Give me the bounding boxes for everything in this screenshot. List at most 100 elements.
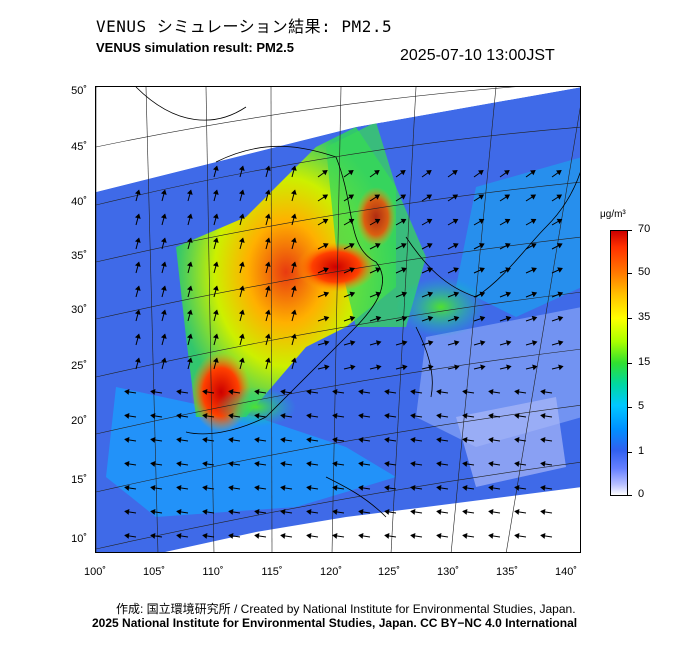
wind-arrow-head <box>202 389 208 395</box>
wind-arrow-head <box>530 194 537 200</box>
wind-arrow-head <box>556 194 563 200</box>
wind-arrow-head <box>124 413 130 419</box>
wind-arrow-head <box>290 213 297 219</box>
wind-arrow-head <box>452 218 459 225</box>
wind-arrow-head <box>384 437 390 443</box>
wind-arrow-head <box>228 485 234 491</box>
wind-arrow-head <box>401 291 408 298</box>
wind-arrow-head <box>462 413 468 419</box>
wind-arrow-head <box>358 485 364 491</box>
wind-arrow-head <box>514 389 520 395</box>
wind-arrow-head <box>349 315 356 322</box>
wind-arrow-head <box>375 315 382 322</box>
wind-arrow-head <box>358 509 364 515</box>
colorbar <box>610 230 628 496</box>
wind-arrow-head <box>436 485 442 491</box>
wind-arrow-head <box>556 218 563 225</box>
wind-arrow-head <box>186 333 193 339</box>
wind-arrow-head <box>134 357 141 363</box>
wind-arrow-head <box>290 333 297 339</box>
wind-arrow-head <box>462 461 468 467</box>
pm25-map <box>95 86 581 553</box>
wind-arrow-head <box>124 509 130 515</box>
wind-arrow-head <box>530 218 537 225</box>
wind-arrow-head <box>556 243 563 249</box>
ocean-light-band <box>456 397 566 487</box>
wind-arrow-head <box>186 237 193 243</box>
colorbar-label: 0 <box>638 488 645 500</box>
lon-label: 105˚ <box>142 566 166 578</box>
wind-arrow-head <box>176 485 182 491</box>
wind-arrow-head <box>400 218 407 225</box>
wind-arrow-head <box>488 437 494 443</box>
wind-arrow-head <box>358 533 364 539</box>
wind-arrow-head <box>228 533 234 539</box>
wind-arrow-head <box>306 461 312 467</box>
wind-arrow-head <box>212 357 219 363</box>
wind-arrow-head <box>384 509 390 515</box>
wind-arrow-head <box>212 333 219 339</box>
wind-arrow-head <box>505 291 512 298</box>
wind-arrow-head <box>410 485 416 491</box>
wind-arrow-head <box>452 194 459 200</box>
wind-arrow-head <box>427 315 434 322</box>
wind-arrow-head <box>350 364 356 371</box>
wind-arrow-head <box>212 309 219 315</box>
wind-arrow-head <box>134 261 141 267</box>
wind-arrow-head <box>514 461 520 467</box>
timestamp: 2025-07-10 13:00JST <box>400 47 555 64</box>
ocean-cyan-band <box>456 157 580 317</box>
wind-arrow-head <box>488 413 494 419</box>
wind-arrow-head <box>478 170 484 176</box>
wind-arrow-head <box>186 213 193 219</box>
wind-arrow-head <box>454 364 460 371</box>
wind-arrow-head <box>134 309 141 315</box>
lon-label: 115˚ <box>261 566 283 578</box>
wind-arrow-head <box>306 533 312 539</box>
wind-arrow-head <box>202 437 208 443</box>
wind-arrow-head <box>322 243 329 249</box>
wind-arrow-head <box>124 533 130 539</box>
wind-arrow-head <box>323 340 330 346</box>
wind-arrow-head <box>358 413 364 419</box>
wind-arrow-head <box>401 340 408 346</box>
wind-arrow-head <box>254 461 260 467</box>
wind-arrow-head <box>228 389 234 395</box>
wind-arrow-head <box>488 389 494 395</box>
wind-arrow-head <box>514 533 520 539</box>
wind-arrow-head <box>160 333 167 339</box>
page-subtitle: VENUS simulation result: PM2.5 <box>96 40 294 55</box>
outside-domain <box>96 87 580 192</box>
wind-arrow-head <box>212 261 219 267</box>
wind-arrow-head <box>557 291 564 298</box>
wind-arrow-head <box>332 413 338 419</box>
credit-license: 2025 National Institute for Environmenta… <box>92 616 578 630</box>
wind-arrow-head <box>254 509 260 515</box>
wind-arrow-head <box>452 170 458 176</box>
wind-arrow-head <box>375 340 382 346</box>
high-zone-north <box>296 242 376 292</box>
wind-arrow-head <box>479 267 485 273</box>
colorbar-label: 70 <box>638 223 651 235</box>
wind-arrow-head <box>478 218 485 225</box>
colorbar-unit: μg/m³ <box>600 209 626 220</box>
wind-arrow-head <box>280 461 286 467</box>
wind-arrow-head <box>212 237 219 243</box>
wind-arrow-head <box>349 291 356 298</box>
wind-arrow-head <box>410 461 416 467</box>
wind-arrow-head <box>436 437 442 443</box>
colorbar-tick <box>627 407 632 408</box>
wind-arrow-head <box>384 533 390 539</box>
wind-arrow-head <box>348 194 355 200</box>
wind-arrow-head <box>280 485 286 491</box>
wind-arrow-head <box>160 189 167 195</box>
wind-arrow-head <box>540 509 546 515</box>
lon-label: 125˚ <box>377 566 401 578</box>
wind-arrow-head <box>332 533 338 539</box>
wind-arrow-head <box>160 285 167 291</box>
wind-arrow-head <box>160 261 167 267</box>
wind-arrow-head <box>505 340 512 346</box>
wind-arrow-head <box>202 485 208 491</box>
colorbar-label: 35 <box>638 311 651 323</box>
wind-arrow-head <box>426 243 433 249</box>
